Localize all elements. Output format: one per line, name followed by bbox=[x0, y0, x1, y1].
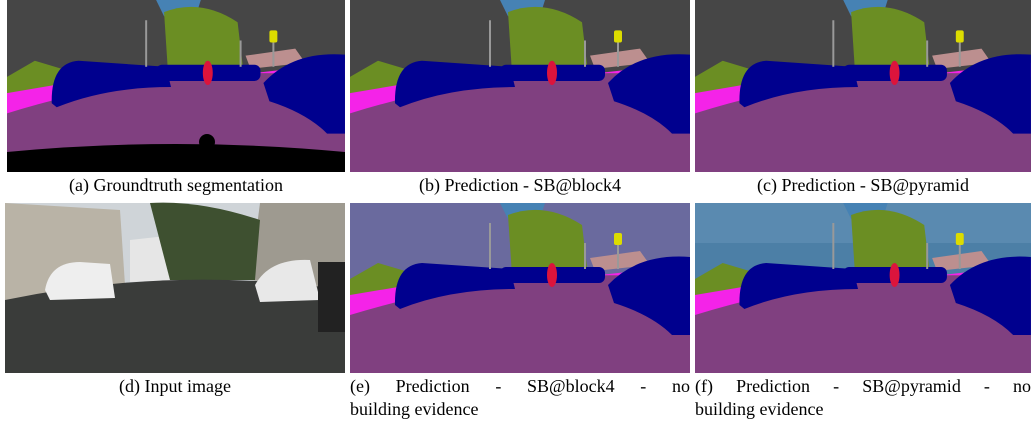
caption: (f) Prediction - SB@pyramid - no bbox=[695, 376, 1031, 396]
caption: (e) Prediction - SB@block4 - no bbox=[350, 376, 690, 396]
caption: (c) Prediction - SB@pyramid bbox=[756, 175, 970, 195]
panel-c bbox=[693, 0, 1031, 174]
caption: (b) Prediction - SB@block4 bbox=[418, 175, 622, 195]
panel-d bbox=[5, 202, 345, 373]
caption: building evidence bbox=[695, 399, 824, 419]
panel-b bbox=[348, 0, 692, 174]
panel-f bbox=[694, 202, 1031, 374]
caption: (a) Groundtruth segmentation bbox=[69, 175, 283, 195]
panel-e bbox=[349, 202, 691, 374]
caption: building evidence bbox=[350, 399, 479, 419]
caption: (d) Input image bbox=[119, 376, 231, 396]
panel-a bbox=[5, 0, 346, 174]
